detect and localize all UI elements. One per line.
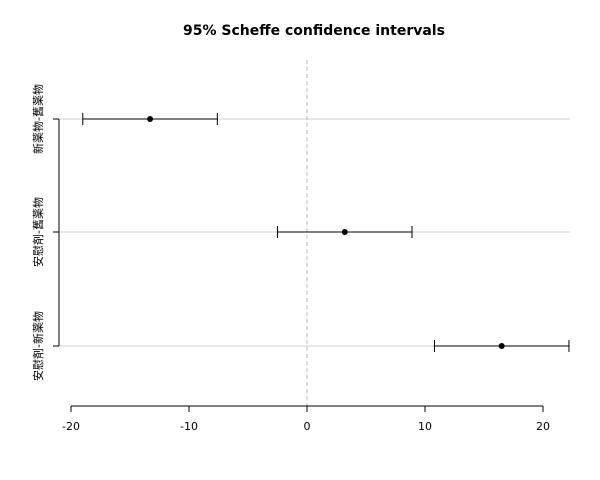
category-label: 安慰剤-舊薬物 bbox=[31, 197, 45, 267]
x-tick-label: -10 bbox=[180, 420, 198, 433]
intervals bbox=[82, 113, 570, 352]
category-label: 新薬物-舊薬物 bbox=[31, 84, 45, 154]
x-tick-label: -20 bbox=[62, 420, 80, 433]
x-tick-label: 0 bbox=[304, 420, 311, 433]
x-tick-label: 10 bbox=[418, 420, 432, 433]
estimate-point bbox=[498, 343, 505, 349]
chart-title: 95% Scheffe confidence intervals bbox=[183, 23, 445, 39]
axes: -20 -10 0 10 20 bbox=[53, 118, 550, 433]
estimate-point bbox=[147, 116, 154, 122]
category-label: 安慰剤-新薬物 bbox=[31, 311, 45, 381]
x-tick-label: 20 bbox=[536, 420, 550, 433]
estimate-point bbox=[341, 229, 348, 235]
